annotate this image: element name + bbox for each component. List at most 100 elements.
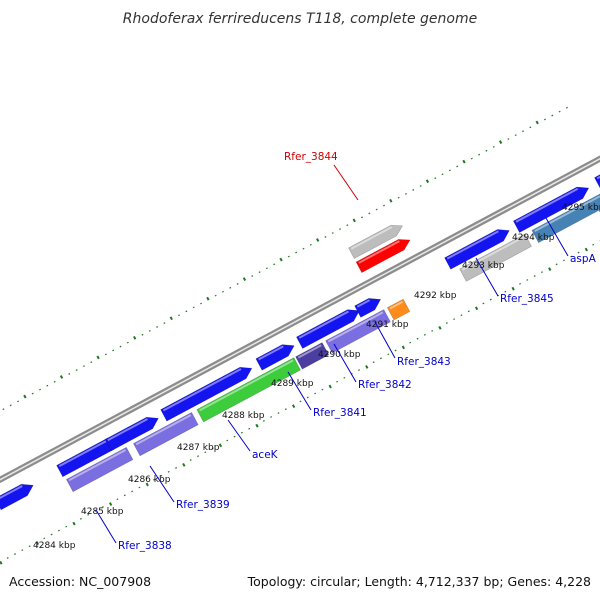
- tick-mark: [265, 267, 268, 270]
- gene-label-leader: [374, 321, 396, 359]
- tick-mark: [423, 333, 426, 336]
- tick-mark: [498, 140, 503, 144]
- tick-mark: [101, 506, 104, 508]
- gene-arrow: [160, 366, 253, 422]
- tick-mark: [14, 553, 17, 555]
- tick-mark: [419, 185, 422, 187]
- gene-arrow: [196, 357, 301, 423]
- tick-mark: [279, 257, 283, 262]
- gene-label-leader: [95, 509, 117, 544]
- tick-mark: [460, 314, 463, 317]
- tick-mark: [456, 165, 459, 168]
- tick-mark: [284, 408, 287, 411]
- tick-mark: [489, 298, 492, 301]
- tick-mark: [519, 282, 521, 285]
- tick-mark: [343, 376, 346, 379]
- tick-mark: [529, 126, 532, 129]
- gene-arrow: [348, 224, 404, 259]
- tick-mark: [372, 361, 375, 364]
- tick-mark: [0, 560, 3, 565]
- gene-highlight: [461, 235, 525, 271]
- tick-mark: [251, 275, 254, 277]
- tick-mark: [28, 545, 31, 548]
- gene-highlight: [327, 311, 384, 343]
- tick-mark: [226, 439, 229, 442]
- gene-label: Rfer_3842: [358, 379, 412, 391]
- tick-mark: [478, 153, 481, 156]
- gene-highlight: [162, 368, 242, 412]
- gene-highlight: [107, 418, 148, 442]
- tick-mark: [94, 510, 97, 512]
- coordinate-label: 4293 kbp: [462, 261, 505, 271]
- gene-highlight: [356, 299, 371, 308]
- tick-mark: [148, 329, 151, 332]
- tick-mark: [558, 110, 561, 113]
- tick-mark: [270, 416, 273, 418]
- tick-mark: [302, 247, 305, 250]
- tick-mark: [229, 286, 232, 289]
- tick-mark: [206, 296, 210, 301]
- gene-arrow: [459, 233, 532, 282]
- gene-arrow: [296, 309, 360, 349]
- tick-mark: [584, 247, 588, 252]
- coordinate-label: 4286 kbp: [128, 475, 171, 485]
- coordinate-label: 4294 kbp: [512, 233, 555, 243]
- tick-mark: [352, 218, 356, 223]
- tick-mark: [218, 443, 223, 448]
- gene-label-leader: [545, 217, 569, 257]
- gene-arrow: [354, 298, 382, 318]
- tick-mark: [346, 224, 349, 227]
- tick-mark: [507, 138, 510, 140]
- tick-mark: [50, 533, 53, 536]
- gene-highlight: [534, 195, 600, 233]
- tick-mark: [112, 349, 115, 352]
- tick-mark: [277, 412, 280, 415]
- coordinate-label: 4288 kbp: [222, 411, 265, 421]
- tick-mark: [141, 333, 144, 336]
- tick-mark: [562, 259, 565, 262]
- coordinate-label: 4285 kbp: [81, 507, 124, 517]
- tick-mark: [441, 173, 444, 176]
- tick-mark: [389, 198, 393, 203]
- tick-mark: [306, 396, 309, 399]
- gene-label-leader: [475, 257, 499, 297]
- tick-mark: [375, 208, 378, 211]
- tick-mark: [214, 294, 217, 297]
- gene-arrow: [531, 193, 600, 244]
- tick-mark: [35, 541, 40, 546]
- tick-mark: [126, 341, 129, 344]
- gene-label: Rfer_3845: [500, 293, 554, 305]
- tick-mark: [361, 216, 364, 219]
- tick-mark: [316, 238, 320, 242]
- tick-mark: [59, 375, 64, 379]
- tick-mark: [592, 243, 595, 246]
- tick-mark: [178, 314, 181, 317]
- gene-arrow: [132, 411, 199, 457]
- gene-arrow: [512, 186, 590, 233]
- accession-label: Accession: NC_007908: [9, 574, 152, 589]
- tick-mark: [431, 329, 434, 332]
- tick-mark: [544, 118, 546, 121]
- gene-arrow: [325, 309, 391, 354]
- tick-mark: [57, 529, 60, 532]
- gene-label-leader: [227, 419, 251, 452]
- tick-mark: [2, 408, 5, 411]
- gene-label: Rfer_3843: [397, 356, 451, 368]
- gene-highlight: [258, 345, 284, 361]
- gene-arrow: [444, 229, 510, 270]
- tick-mark: [467, 310, 470, 313]
- tick-mark: [87, 513, 90, 516]
- tick-mark: [453, 318, 456, 321]
- tick-mark: [82, 365, 85, 368]
- tick-mark: [321, 388, 324, 391]
- gene-arrow: [386, 298, 411, 321]
- tick-mark: [68, 373, 71, 375]
- tick-mark: [79, 517, 82, 520]
- tick-mark: [331, 232, 334, 234]
- tick-mark: [240, 431, 243, 434]
- gene-arrow: [0, 483, 34, 511]
- gene-arrow: [295, 342, 330, 370]
- tick-mark: [309, 243, 312, 246]
- tick-mark: [438, 325, 442, 330]
- tick-mark: [145, 482, 149, 487]
